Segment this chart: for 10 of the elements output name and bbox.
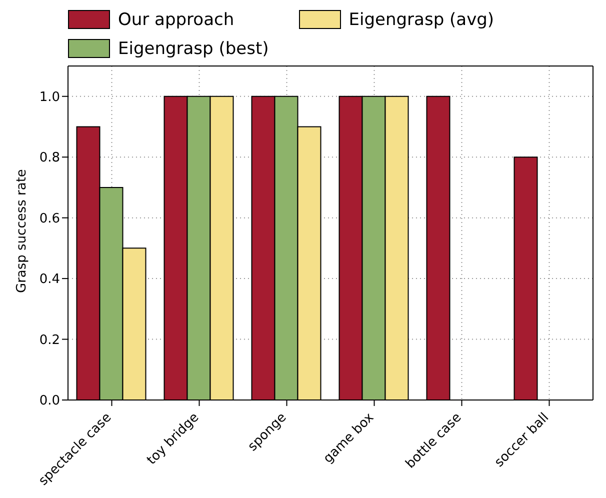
y-tick-label: 0.4 [39,272,60,288]
y-tick-label: 0.0 [39,394,60,409]
y-tick-label: 0.2 [39,332,60,348]
y-tick-label: 0.8 [39,150,60,166]
legend-label: Eigengrasp (best) [118,38,269,58]
legend-label: Our approach [118,10,234,30]
legend-label: Eigengrasp (avg) [348,10,494,30]
y-tick-label: 0.6 [39,211,60,226]
y-tick-label: 1.0 [39,90,60,105]
y-axis-title: Grasp success rate [14,169,30,293]
